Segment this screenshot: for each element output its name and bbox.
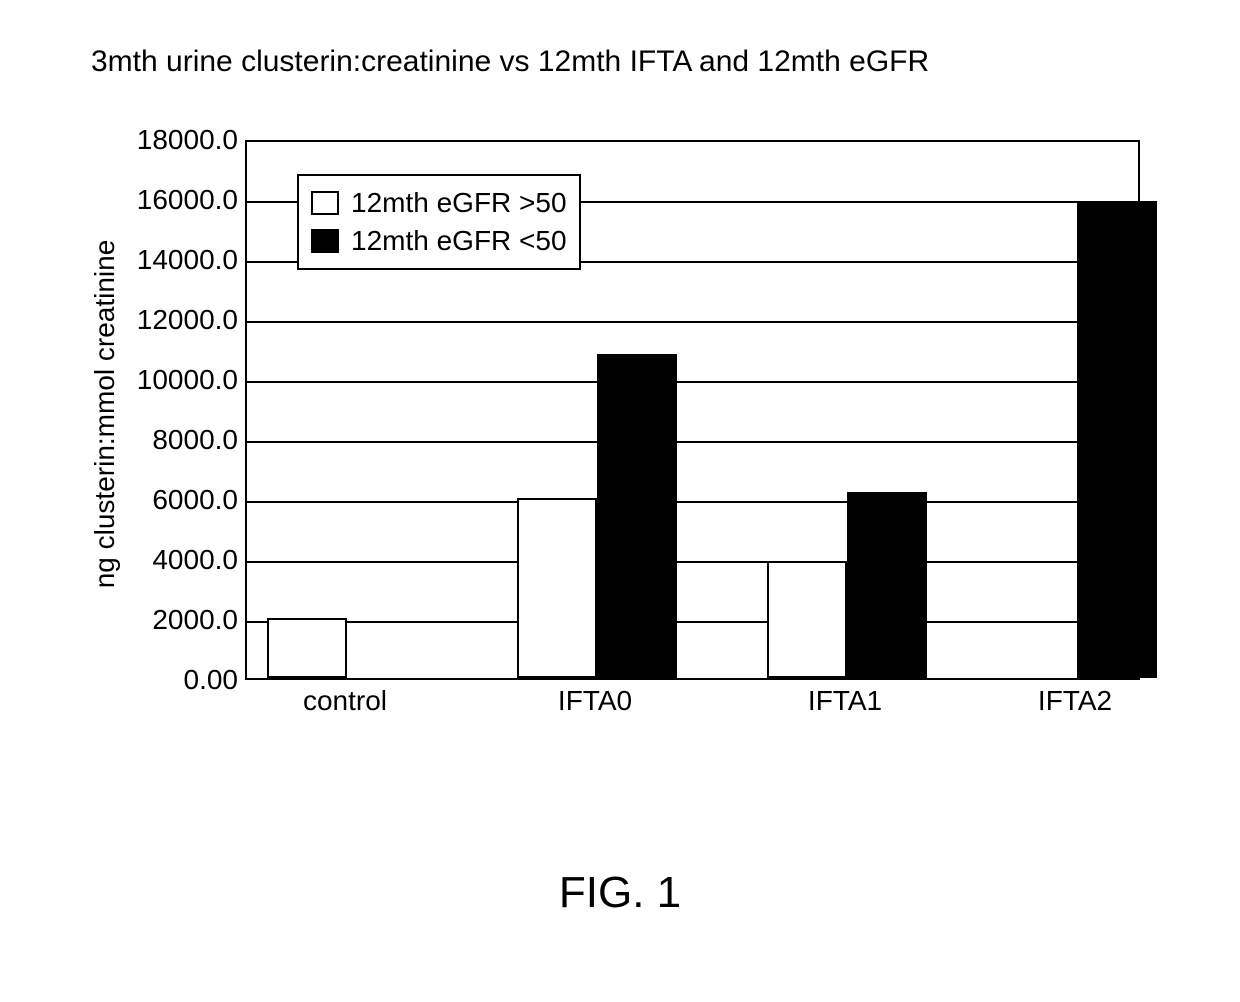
y-tick-label: 10000.0 [88,364,238,396]
plot-area: 12mth eGFR >50 12mth eGFR <50 [245,140,1140,680]
gridline [247,501,1138,503]
x-tick-label: IFTA1 [765,685,925,717]
y-tick-label: 12000.0 [88,304,238,336]
figure-caption: FIG. 1 [0,868,1240,918]
y-tick-label: 6000.0 [88,484,238,516]
gridline [247,441,1138,443]
y-tick-label: 2000.0 [88,604,238,636]
bar [597,354,677,678]
gridline [247,321,1138,323]
bar [1077,201,1157,678]
gridline [247,561,1138,563]
bar [847,492,927,678]
legend-label: 12mth eGFR <50 [351,222,567,260]
y-tick-label: 4000.0 [88,544,238,576]
y-tick-label: 0.00 [88,664,238,696]
gridline [247,381,1138,383]
bar [517,498,597,678]
y-tick-label: 18000.0 [88,124,238,156]
page: 3mth urine clusterin:creatinine vs 12mth… [0,0,1240,1002]
x-tick-label: IFTA0 [515,685,675,717]
chart-title: 3mth urine clusterin:creatinine vs 12mth… [91,45,929,79]
y-tick-label: 14000.0 [88,244,238,276]
legend: 12mth eGFR >50 12mth eGFR <50 [297,174,581,270]
legend-label: 12mth eGFR >50 [351,184,567,222]
y-tick-label: 16000.0 [88,184,238,216]
bar [267,618,347,678]
x-tick-label: IFTA2 [995,685,1155,717]
legend-swatch-black [311,229,339,253]
legend-item-egfr-lt50: 12mth eGFR <50 [311,222,567,260]
gridline [247,621,1138,623]
legend-swatch-white [311,191,339,215]
x-tick-label: control [265,685,425,717]
chart-area: ng clusterin:mmol creatinine 0.002000.04… [80,130,1140,750]
y-tick-label: 8000.0 [88,424,238,456]
bar [767,561,847,678]
legend-item-egfr-gt50: 12mth eGFR >50 [311,184,567,222]
